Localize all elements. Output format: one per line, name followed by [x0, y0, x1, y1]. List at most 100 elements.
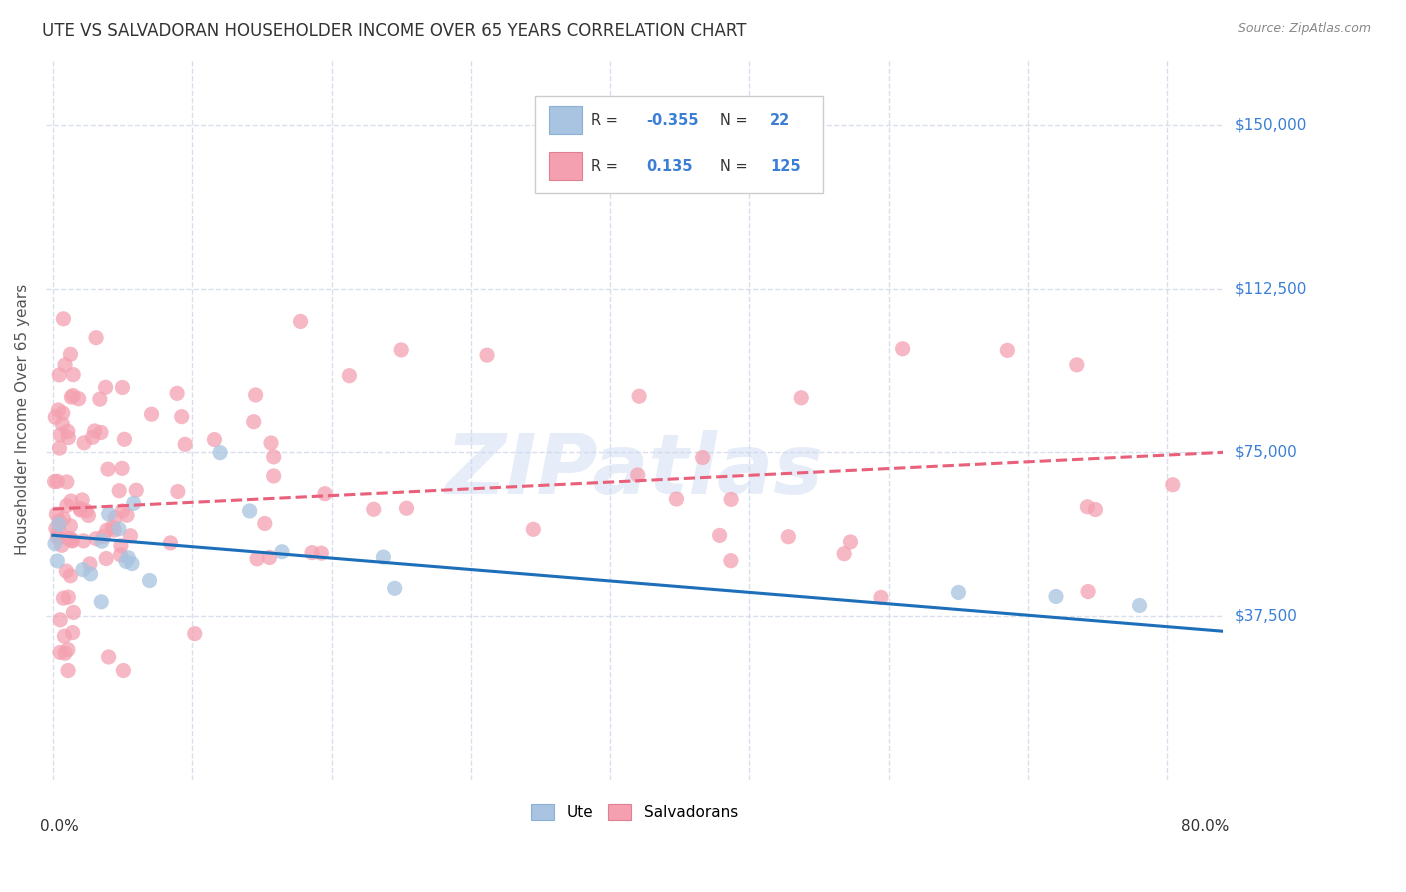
Text: 0.0%: 0.0% — [41, 819, 79, 834]
Point — [96, 551, 118, 566]
Point — [62, 388, 84, 402]
Point — [111, 461, 134, 475]
Point — [111, 504, 134, 518]
Point — [108, 483, 131, 498]
Point — [56, 425, 79, 439]
Point — [311, 546, 333, 560]
Point — [166, 386, 188, 401]
Point — [84, 532, 107, 546]
Point — [839, 535, 862, 549]
Point — [692, 450, 714, 465]
Point — [174, 437, 197, 451]
Point — [870, 591, 893, 605]
Point — [1076, 500, 1098, 514]
Text: R =: R = — [591, 159, 623, 174]
Point — [239, 504, 262, 518]
Point — [62, 368, 84, 382]
Point — [75, 504, 97, 518]
Point — [60, 533, 83, 548]
Point — [49, 645, 72, 659]
Point — [56, 642, 79, 657]
Point — [97, 507, 120, 521]
Point — [46, 529, 69, 543]
Point — [339, 368, 361, 383]
Point — [51, 538, 73, 552]
Point — [58, 532, 80, 546]
Point — [1161, 477, 1184, 491]
Text: -0.355: -0.355 — [647, 112, 699, 128]
Text: $75,000: $75,000 — [1234, 445, 1296, 460]
Y-axis label: Householder Income Over 65 years: Householder Income Over 65 years — [15, 284, 30, 555]
FancyBboxPatch shape — [534, 95, 823, 193]
Text: 0.135: 0.135 — [647, 159, 693, 174]
Point — [51, 417, 73, 431]
Point — [891, 342, 914, 356]
Point — [709, 528, 731, 542]
Point — [62, 625, 84, 640]
Point — [260, 436, 283, 450]
Point — [52, 311, 75, 326]
Point — [209, 445, 232, 459]
Point — [56, 664, 79, 678]
Point — [73, 435, 96, 450]
Text: UTE VS SALVADORAN HOUSEHOLDER INCOME OVER 65 YEARS CORRELATION CHART: UTE VS SALVADORAN HOUSEHOLDER INCOME OVE… — [42, 22, 747, 40]
Text: $112,500: $112,500 — [1234, 281, 1306, 296]
Point — [84, 331, 107, 345]
Point — [83, 424, 105, 438]
Point — [245, 388, 267, 402]
Point — [46, 403, 69, 417]
Point — [103, 523, 125, 537]
Point — [44, 410, 66, 425]
Point — [115, 508, 138, 523]
Text: 80.0%: 80.0% — [1181, 819, 1229, 834]
Point — [55, 499, 77, 513]
Point — [112, 664, 135, 678]
Point — [1045, 590, 1067, 604]
Point — [62, 606, 84, 620]
Point — [93, 529, 115, 543]
Point — [120, 529, 142, 543]
Point — [790, 391, 813, 405]
FancyBboxPatch shape — [548, 106, 582, 134]
Point — [170, 409, 193, 424]
Point — [55, 564, 77, 578]
Text: N =: N = — [720, 159, 752, 174]
Point — [56, 475, 79, 489]
Point — [94, 380, 117, 394]
Point — [141, 407, 163, 421]
Point — [628, 389, 651, 403]
Point — [259, 550, 281, 565]
Point — [778, 530, 800, 544]
Point — [48, 514, 70, 528]
Point — [1084, 502, 1107, 516]
Point — [72, 533, 94, 548]
Point — [125, 483, 148, 498]
Point — [49, 613, 72, 627]
Point — [242, 415, 264, 429]
Text: ZIPatlas: ZIPatlas — [446, 430, 824, 510]
Point — [246, 552, 269, 566]
Point — [263, 469, 285, 483]
Point — [90, 595, 112, 609]
Point — [77, 508, 100, 523]
Point — [59, 347, 82, 361]
Point — [48, 441, 70, 455]
Point — [720, 492, 742, 507]
Point — [49, 427, 72, 442]
Point — [110, 539, 132, 553]
Legend: Ute, Salvadorans: Ute, Salvadorans — [526, 797, 744, 826]
Point — [121, 557, 143, 571]
Point — [96, 523, 118, 537]
Point — [253, 516, 276, 531]
Point — [79, 566, 101, 581]
Point — [69, 503, 91, 517]
Point — [111, 380, 134, 394]
Point — [271, 545, 294, 559]
Point — [301, 546, 323, 560]
Point — [67, 392, 90, 406]
Point — [122, 496, 145, 510]
Point — [46, 531, 69, 545]
Text: $150,000: $150,000 — [1234, 118, 1306, 133]
Point — [90, 425, 112, 440]
Point — [69, 501, 91, 516]
